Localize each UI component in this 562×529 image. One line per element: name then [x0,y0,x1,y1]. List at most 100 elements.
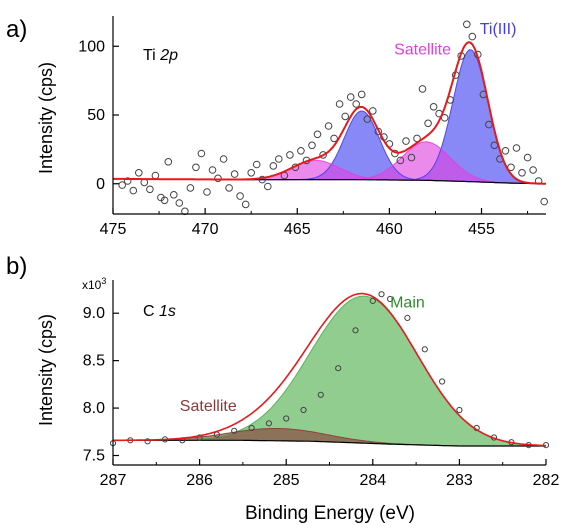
data-point [151,171,160,180]
data-point [252,160,261,169]
data-point [269,162,278,170]
data-point [369,297,376,304]
data-point [421,346,428,353]
panel-b-component-labels: Main Satellite [180,295,425,415]
panel-b-y-axis-label: Intensity (cps) [36,314,56,426]
data-point [197,149,206,158]
data-point [352,327,359,334]
y-tick-label: 9.0 [83,305,105,322]
data-point [346,93,355,101]
data-point [352,100,361,108]
data-point [286,151,294,159]
panel-b-fit-envelope [113,292,547,447]
data-point [170,191,178,199]
data-point [196,434,203,441]
data-point [123,177,132,185]
x-tick-label: 460 [376,221,403,238]
data-point [164,158,173,166]
panel-b-label: b) [6,253,27,280]
data-point [146,185,154,194]
x-tick-label: 283 [446,472,473,489]
data-point [369,107,377,115]
panel-b-annotation: C 1s [143,303,176,320]
y-tick-label: 8.5 [83,353,105,370]
x-tick-label: 286 [186,472,213,489]
data-point [129,186,138,195]
component-ti-iii--fill [113,49,546,184]
data-point [283,415,290,422]
data-point [341,112,350,121]
data-point [186,184,195,192]
x-tick-label: 287 [100,472,127,489]
y-tick-label: 100 [78,38,105,55]
data-point [308,141,316,150]
data-point [335,365,342,372]
y-tick-label: 8.0 [83,400,105,417]
data-point [225,184,233,192]
y-tick-label: 50 [87,107,105,124]
panel-a-y-axis-label: Intensity (cps) [36,62,56,174]
component-label: Satellite [180,398,237,415]
panel-a-component-labels: Ti(III) Satellite [394,21,516,59]
data-point [175,199,184,207]
data-point [275,155,283,163]
data-point [118,181,126,189]
data-point [424,119,432,128]
data-point [456,406,463,414]
data-point [418,85,427,93]
data-point [300,406,307,414]
data-point [181,207,189,216]
x-tick-label: 465 [284,221,311,238]
component-label: Satellite [394,42,451,59]
data-point [518,169,526,177]
data-point [230,170,239,178]
data-point [330,134,338,143]
data-point [214,174,222,183]
component-label: Main [390,295,425,312]
data-point [219,155,228,163]
data-point [387,295,394,303]
data-point [463,20,471,29]
panel-a-fit-envelope [113,41,546,185]
data-point [512,144,521,152]
data-point [402,137,410,145]
panel-b-x-axis-label: Binding Energy (eV) [245,503,415,524]
panel-b-y-multiplier: x103 [82,276,106,292]
data-point [203,188,211,196]
data-point [231,427,238,434]
data-point [324,122,333,130]
data-point [208,166,217,174]
data-point [540,197,549,206]
data-point [236,192,244,200]
data-point [523,153,532,162]
data-point [468,32,477,41]
data-point [319,151,327,159]
data-point [241,200,250,209]
data-point [378,291,385,298]
data-point [264,182,272,191]
data-point [363,115,372,123]
data-point [265,420,272,427]
data-point [144,438,151,445]
component-main-fill [113,296,546,446]
data-point [297,147,305,155]
data-point [248,424,255,432]
data-point [313,130,322,139]
data-point [429,103,438,111]
data-point [439,378,446,385]
panel-b-c-1s: b) Intensity (cps) x103 287 286 285 284 283 2… [6,253,559,524]
data-point [501,147,510,155]
data-point [258,175,267,184]
data-point [135,169,143,177]
x-tick-label: 285 [273,472,300,489]
panel-a-axes: 475 470 465 460 455 0 50 100 [78,16,546,238]
panel-a-data-points [118,20,549,216]
y-tick-label: 7.5 [83,448,105,465]
data-point [407,153,416,162]
panel-a-annotation: Ti 2p [143,47,178,64]
y-tick-label: 0 [96,176,105,193]
data-point [160,196,169,205]
panel-b-component-fills [113,296,546,446]
data-point [192,163,200,172]
